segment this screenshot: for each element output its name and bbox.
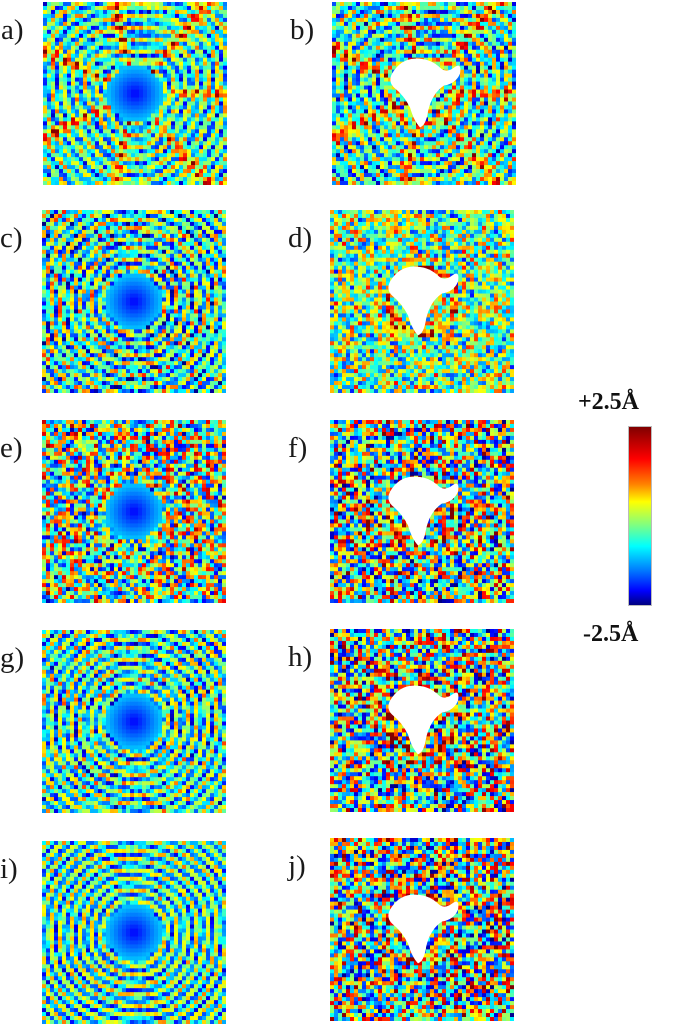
panel-label-c: c) [0,224,23,253]
panel-label-j: j) [288,852,306,881]
heatmap-panel-a [43,2,227,185]
panel-label-e: e) [0,434,23,463]
heatmap-panel-h [330,629,514,812]
panel-label-h: h) [288,643,312,672]
heatmap-panel-g [42,630,226,813]
colorbar-min-label: -2.5Å [583,622,638,646]
colorbar [628,426,652,606]
heatmap-panel-d [330,210,514,393]
heatmap-panel-c [42,210,226,393]
heatmap-panel-f [330,420,514,603]
panel-label-g: g) [0,644,24,673]
panel-label-b: b) [290,16,314,45]
heatmap-panel-i [42,841,226,1024]
panel-label-d: d) [288,224,312,253]
heatmap-panel-j [330,838,514,1021]
panel-label-i: i) [0,855,18,884]
colorbar-max-label: +2.5Å [578,390,639,414]
heatmap-panel-e [42,420,226,603]
panel-label-f: f) [288,434,307,463]
heatmap-panel-b [332,2,516,185]
panel-label-a: a) [1,16,24,45]
